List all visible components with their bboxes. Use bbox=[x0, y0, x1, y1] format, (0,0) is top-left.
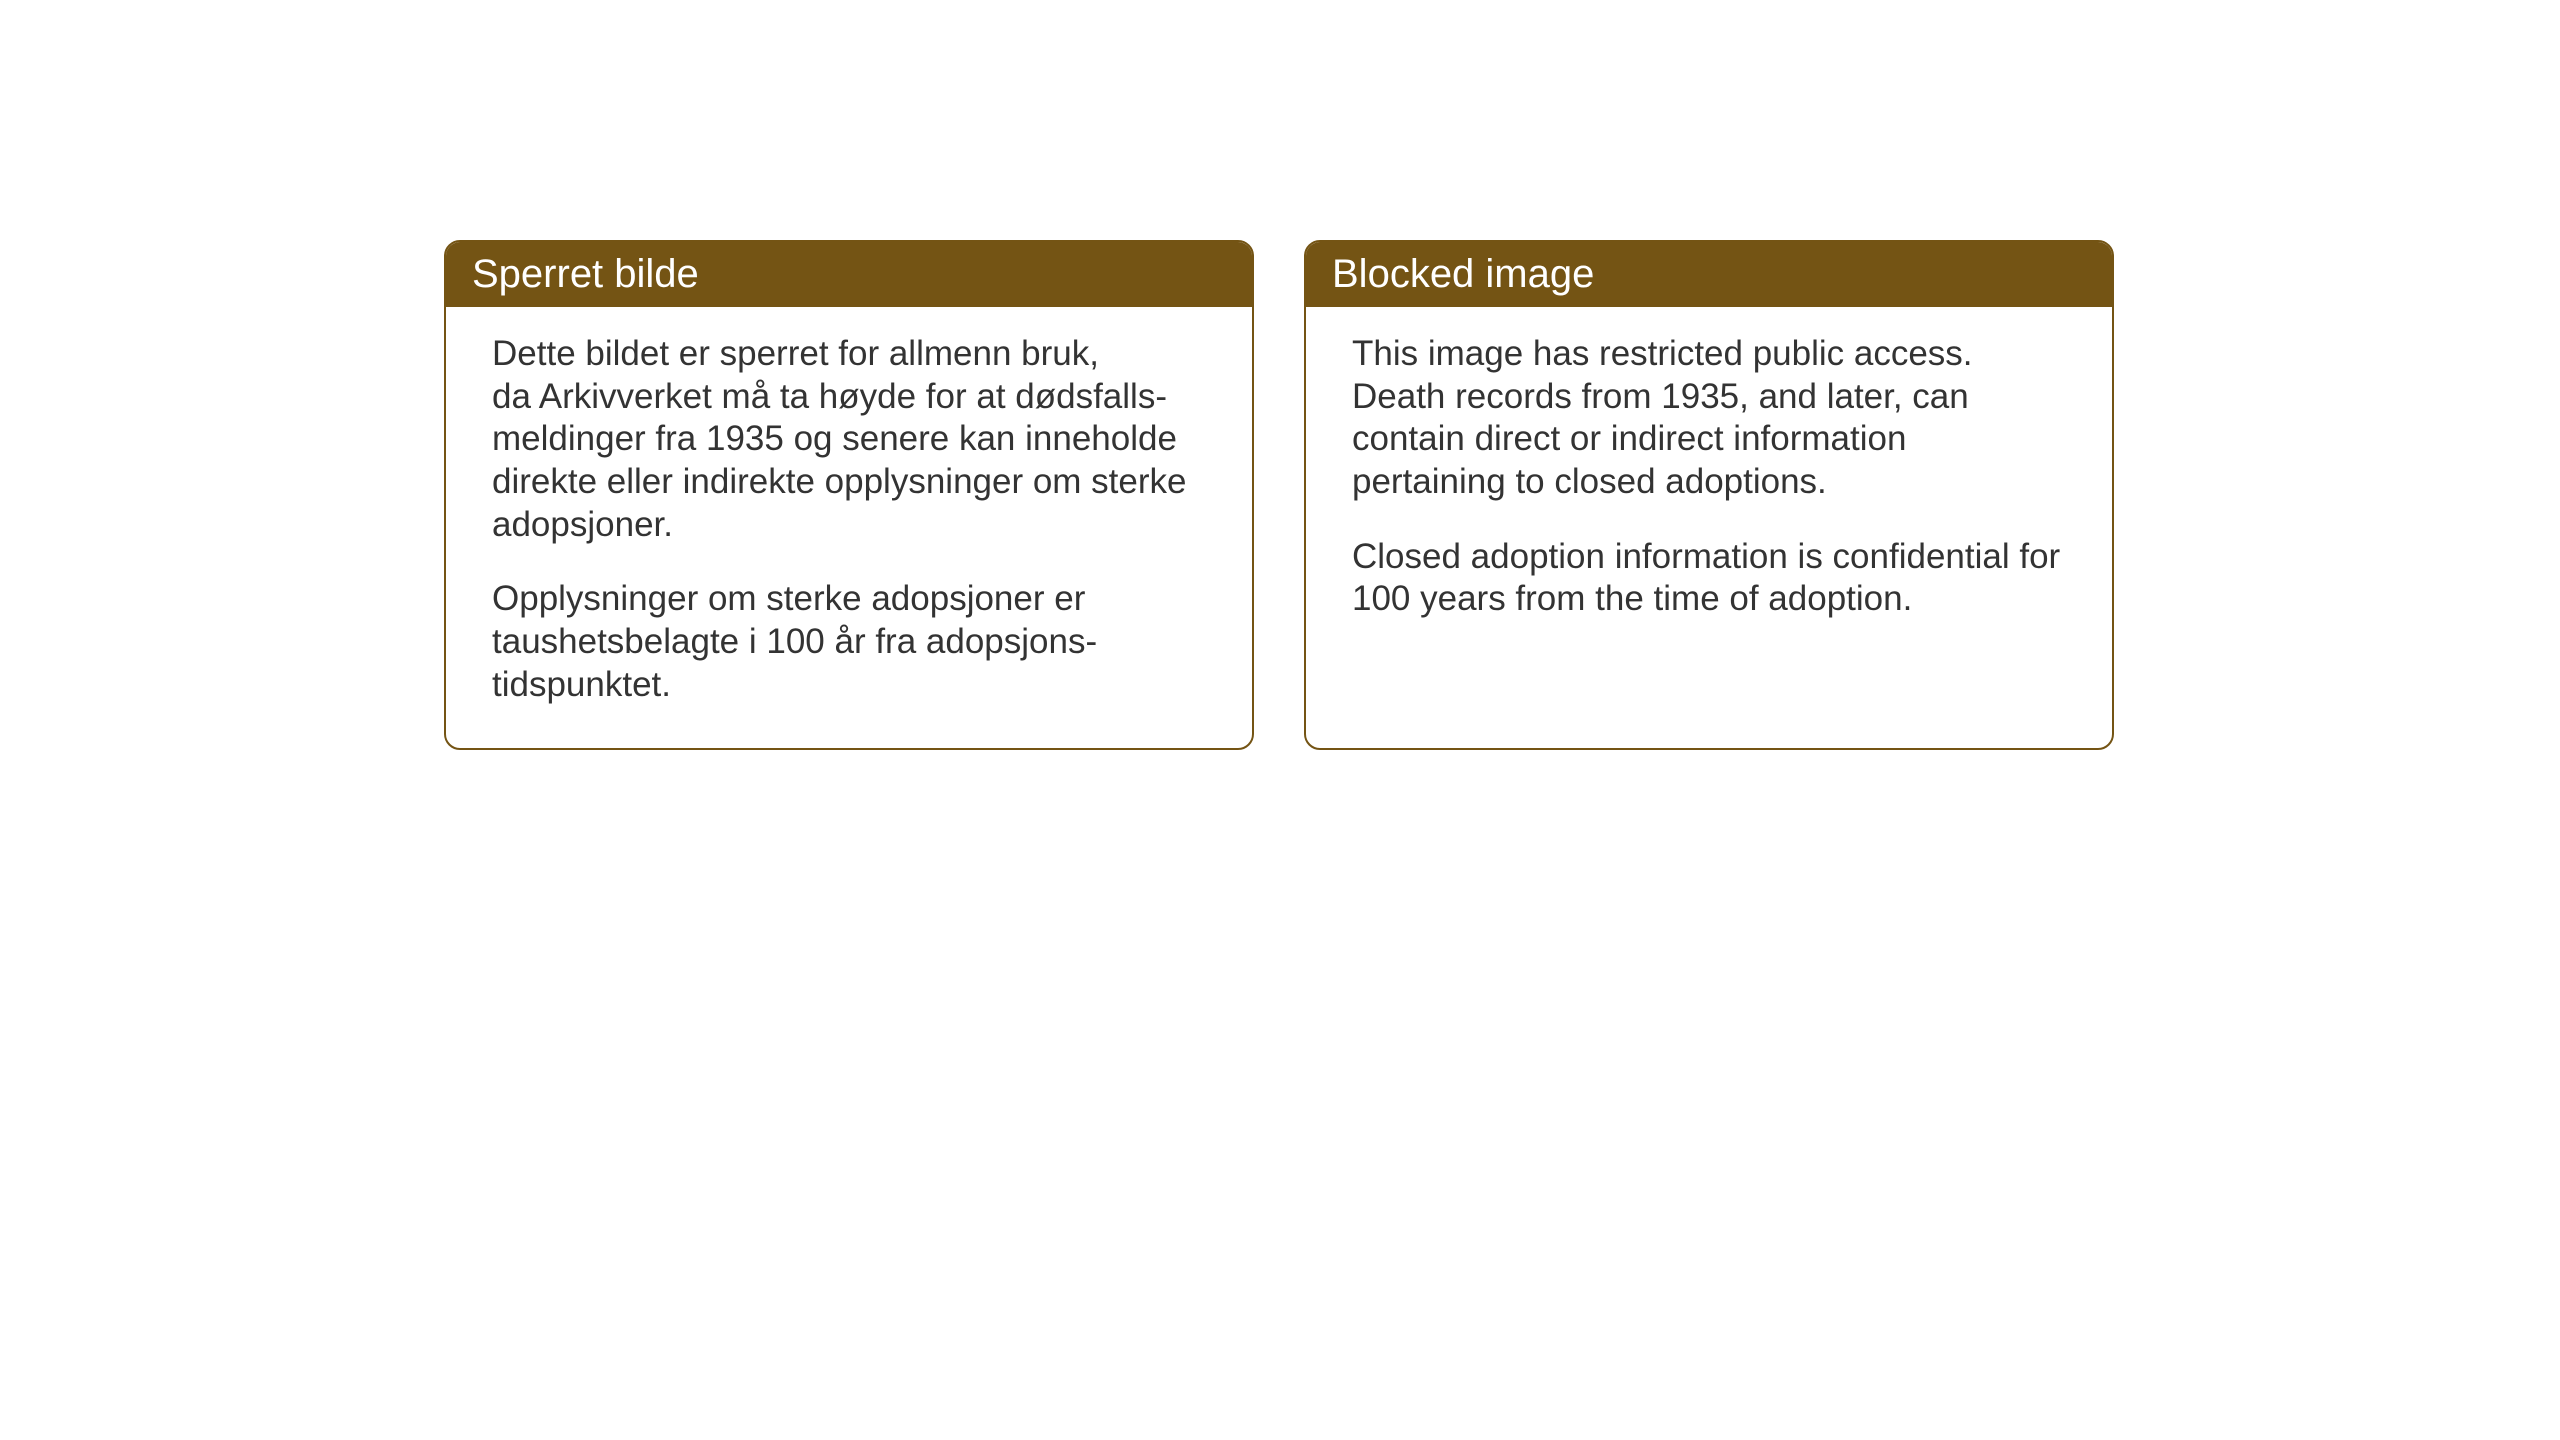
norwegian-card: Sperret bilde Dette bildet er sperret fo… bbox=[444, 240, 1254, 750]
english-card-body: This image has restricted public access.… bbox=[1306, 307, 2112, 657]
english-card-header: Blocked image bbox=[1306, 242, 2112, 307]
english-card: Blocked image This image has restricted … bbox=[1304, 240, 2114, 750]
norwegian-card-header: Sperret bilde bbox=[446, 242, 1252, 307]
english-card-title: Blocked image bbox=[1332, 252, 1594, 296]
norwegian-card-body: Dette bildet er sperret for allmenn bruk… bbox=[446, 307, 1252, 743]
cards-container: Sperret bilde Dette bildet er sperret fo… bbox=[444, 240, 2114, 750]
norwegian-paragraph-2: Opplysninger om sterke adopsjoner er tau… bbox=[492, 578, 1206, 706]
norwegian-paragraph-1: Dette bildet er sperret for allmenn bruk… bbox=[492, 333, 1206, 546]
norwegian-card-title: Sperret bilde bbox=[472, 252, 699, 296]
english-paragraph-1: This image has restricted public access.… bbox=[1352, 333, 2066, 504]
english-paragraph-2: Closed adoption information is confident… bbox=[1352, 536, 2066, 621]
